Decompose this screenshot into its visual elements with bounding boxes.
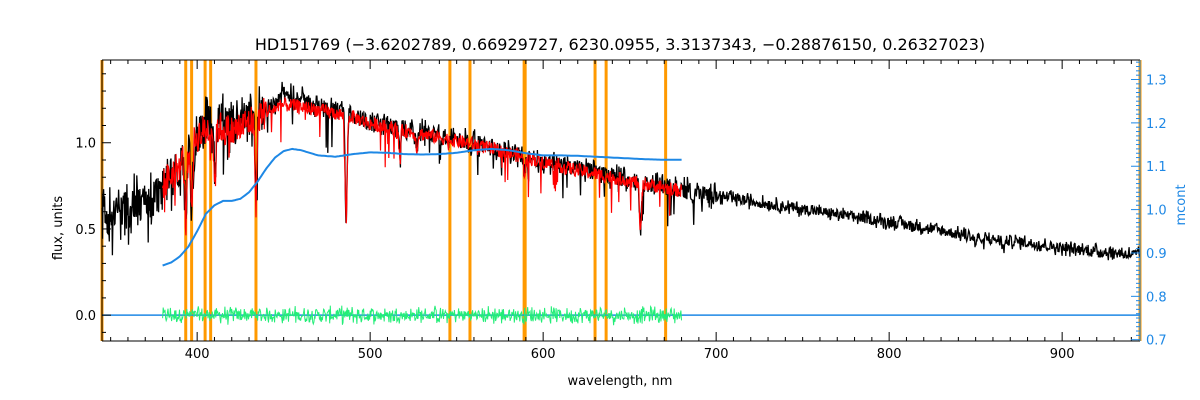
y2-tick-label: 1.3 <box>1146 74 1167 89</box>
y-tick-label: 0.5 <box>75 223 96 238</box>
y2-axis-ticks: 0.7 0.8 0.9 1.0 1.1 1.2 1.3 <box>1131 61 1167 349</box>
y2-tick-label: 1.0 <box>1146 204 1167 219</box>
x-tick-label: 400 <box>185 347 210 362</box>
y2-tick-label: 0.8 <box>1146 290 1167 305</box>
chart-title: HD151769 (−3.6202789, 0.66929727, 6230.0… <box>255 35 985 54</box>
y2-tick-label: 1.1 <box>1146 160 1167 175</box>
plot-frame <box>101 59 1141 342</box>
y2-tick-label: 0.9 <box>1146 247 1167 262</box>
y-axis-label: flux, units <box>51 196 66 261</box>
mcont-line <box>162 147 682 267</box>
y2-tick-label: 1.2 <box>1146 117 1167 132</box>
residual-series <box>162 305 682 326</box>
x-tick-label: 600 <box>531 347 556 362</box>
x-axis-ticks: 400 500 600 700 800 900 <box>110 60 1132 362</box>
y2-tick-label: 0.7 <box>1146 334 1167 349</box>
y-tick-label: 0.0 <box>75 309 96 324</box>
y-axis-ticks: 0.0 0.5 1.0 <box>75 73 111 333</box>
model-spectrum-series <box>162 96 683 236</box>
y-tick-label: 1.0 <box>75 137 96 152</box>
model-line <box>162 96 683 236</box>
observed-line <box>101 81 1141 261</box>
observed-spectrum-series <box>101 81 1141 261</box>
x-tick-label: 500 <box>358 347 383 362</box>
orange-reference-lines <box>100 60 1142 341</box>
y2-axis-label: mcont <box>1174 184 1189 225</box>
x-tick-label: 800 <box>877 347 902 362</box>
mcont-curve-series <box>162 147 682 267</box>
x-tick-label: 700 <box>704 347 729 362</box>
x-tick-label: 900 <box>1050 347 1075 362</box>
residual-line <box>162 305 682 326</box>
x-axis-label: wavelength, nm <box>568 374 673 389</box>
